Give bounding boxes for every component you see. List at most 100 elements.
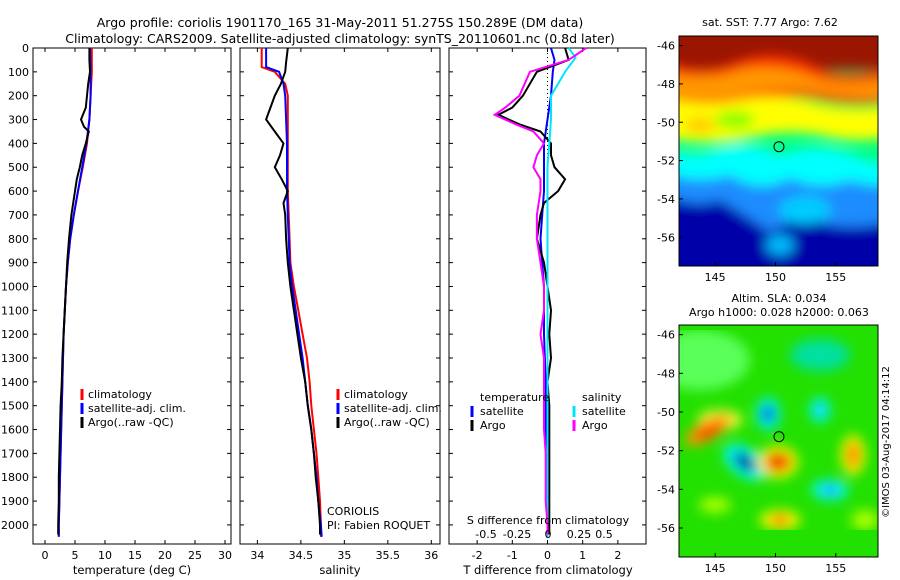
map-y-tick-label: -56 (657, 231, 675, 244)
temperature-axes-frame (32, 47, 232, 545)
difference-legend: temperaturesatelliteArgosalinitysatellit… (470, 391, 626, 432)
map-y-tick-label: -52 (657, 155, 675, 168)
difference-depth-ticks (449, 47, 646, 526)
sla-map-panel: Altim. SLA: 0.034 Argo h1000: 0.028 h200… (657, 292, 879, 575)
imos-timestamp: ©IMOS 03-Aug-2017 04:14:12 (881, 366, 892, 518)
figure-title-line1: Argo profile: coriolis 1901170_165 31-Ma… (97, 15, 584, 30)
difference-panel: -2 -1 0 1 2 temperaturesatelliteArgosalinity… (448, 47, 647, 577)
depth-tick-label: 1400 (1, 376, 29, 389)
sst-field (679, 36, 878, 266)
map-y-tick-label: -48 (657, 367, 675, 380)
map-x-tick-label: 155 (825, 271, 846, 284)
legend-label: Argo (480, 419, 506, 432)
salinity-panel: 34 34.5 35 35.5 36 climatologysatellite-adj.… (239, 47, 442, 577)
sla-map-title-line1: Altim. SLA: 0.034 (731, 292, 826, 305)
legend-label: satellite-adj. clim. (88, 402, 186, 415)
depth-axis: 0 100 200 300 400 500 600 700 800 900 1000 1100 1200… (1, 42, 231, 532)
depth-tick-label: 1300 (1, 352, 29, 365)
salinity-axes-frame (239, 47, 441, 545)
temperature-series (57, 47, 93, 537)
x-tick-label: 34 (250, 549, 264, 562)
x-tick-label: 25 (188, 549, 202, 562)
map-y-tick-label: -54 (657, 193, 675, 206)
depth-tick-label: 1000 (1, 280, 29, 293)
sla-field (679, 325, 878, 557)
series-line-argo (492, 47, 587, 535)
depth-tick-label: 200 (8, 90, 29, 103)
depth-tick-label: 100 (8, 66, 29, 79)
x-tick-label: 1 (579, 549, 586, 562)
figure-title-line2: Climatology: CARS2009. Satellite-adjuste… (65, 31, 615, 46)
salinity-series (260, 47, 323, 537)
sst-map-axes: 145 150 155 -46 -48 -50 -52 -54 -56 (657, 40, 846, 284)
legend-title: salinity (582, 391, 622, 404)
temperature-panel: 0100200300400500600700800900100011001200… (1, 42, 232, 577)
legend-title: temperature (480, 391, 549, 404)
x-tick-label: 5 (72, 549, 79, 562)
sst-map-frame (678, 35, 879, 267)
x-tick-label: 35.5 (376, 549, 401, 562)
sst-argo-position-marker (773, 141, 785, 153)
depth-tick-label: 1100 (1, 304, 29, 317)
legend-label: Argo(..raw -QC) (344, 416, 430, 429)
depth-tick-label: 0 (22, 42, 29, 55)
map-y-tick-label: -50 (657, 406, 675, 419)
x-tick-label: 36 (424, 549, 438, 562)
series-line-climatology (260, 48, 322, 537)
x-tick-label: -2 (472, 549, 483, 562)
temperature-x-label: temperature (deg C) (73, 563, 191, 577)
temperature-x-axis: 0 5 10 15 20 25 30 (42, 48, 232, 562)
legend-label: climatology (344, 388, 408, 401)
x-tick-label: 0 (42, 549, 49, 562)
depth-tick-label: 1500 (1, 400, 29, 413)
depth-tick-label: 1700 (1, 447, 29, 460)
x-tick-label: 30 (218, 549, 232, 562)
s-diff-tick-label: 0.25 (567, 528, 592, 541)
legend-label: satellite-adj. clim. (344, 402, 442, 415)
map-y-tick-label: -52 (657, 445, 675, 458)
salinity-x-axis: 34 34.5 35 35.5 36 (250, 48, 438, 562)
depth-tick-label: 900 (8, 257, 29, 270)
salinity-x-label: salinity (319, 563, 360, 577)
coriolis-label: CORIOLIS (327, 505, 379, 518)
depth-tick-label: 300 (8, 114, 29, 127)
sla-map-axes: 145 150 155 -46 -48 -50 -52 -54 -56 (657, 329, 846, 575)
difference-series (492, 47, 587, 537)
sst-map-title: sat. SST: 7.77 Argo: 7.62 (702, 16, 838, 29)
x-tick-label: 2 (614, 549, 621, 562)
series-line-satellite (539, 47, 556, 537)
depth-tick-label: 400 (8, 137, 29, 150)
legend-label: Argo (582, 419, 608, 432)
series-line-argo (495, 47, 570, 535)
series-line-satellite (546, 47, 577, 537)
s-diff-tick-label: -0.5 (475, 528, 496, 541)
map-x-tick-label: 150 (765, 562, 786, 575)
depth-tick-label: 2000 (1, 519, 29, 532)
sla-map-title-line2: Argo h1000: 0.028 h2000: 0.063 (689, 306, 869, 319)
map-y-tick-label: -46 (657, 40, 675, 53)
sst-map-panel: sat. SST: 7.77 Argo: 7.62 145 150 155 -46 -4… (657, 16, 879, 284)
map-y-tick-label: -56 (657, 522, 675, 535)
x-tick-label: 15 (128, 549, 142, 562)
depth-tick-label: 600 (8, 185, 29, 198)
depth-tick-label: 1800 (1, 471, 29, 484)
x-tick-label: 20 (158, 549, 172, 562)
x-tick-label: 34.5 (289, 549, 314, 562)
x-tick-label: 35 (337, 549, 351, 562)
legend-label: satellite (582, 405, 626, 418)
series-line-argo-raw-qc- (264, 47, 321, 535)
t-difference-label: T difference from climatology (462, 563, 633, 577)
map-y-tick-label: -50 (657, 116, 675, 129)
map-y-tick-label: -46 (657, 329, 675, 342)
sla-map-frame (678, 324, 879, 558)
depth-tick-label: 500 (8, 161, 29, 174)
legend-label: satellite (480, 405, 524, 418)
sla-argo-position-marker (773, 431, 785, 443)
depth-tick-label: 700 (8, 209, 29, 222)
s-difference-label: S difference from climatology (467, 514, 630, 527)
s-diff-tick-label: 0.5 (595, 528, 613, 541)
depth-tick-label: 800 (8, 233, 29, 246)
legend-label: climatology (88, 388, 152, 401)
map-y-tick-label: -54 (657, 483, 675, 496)
